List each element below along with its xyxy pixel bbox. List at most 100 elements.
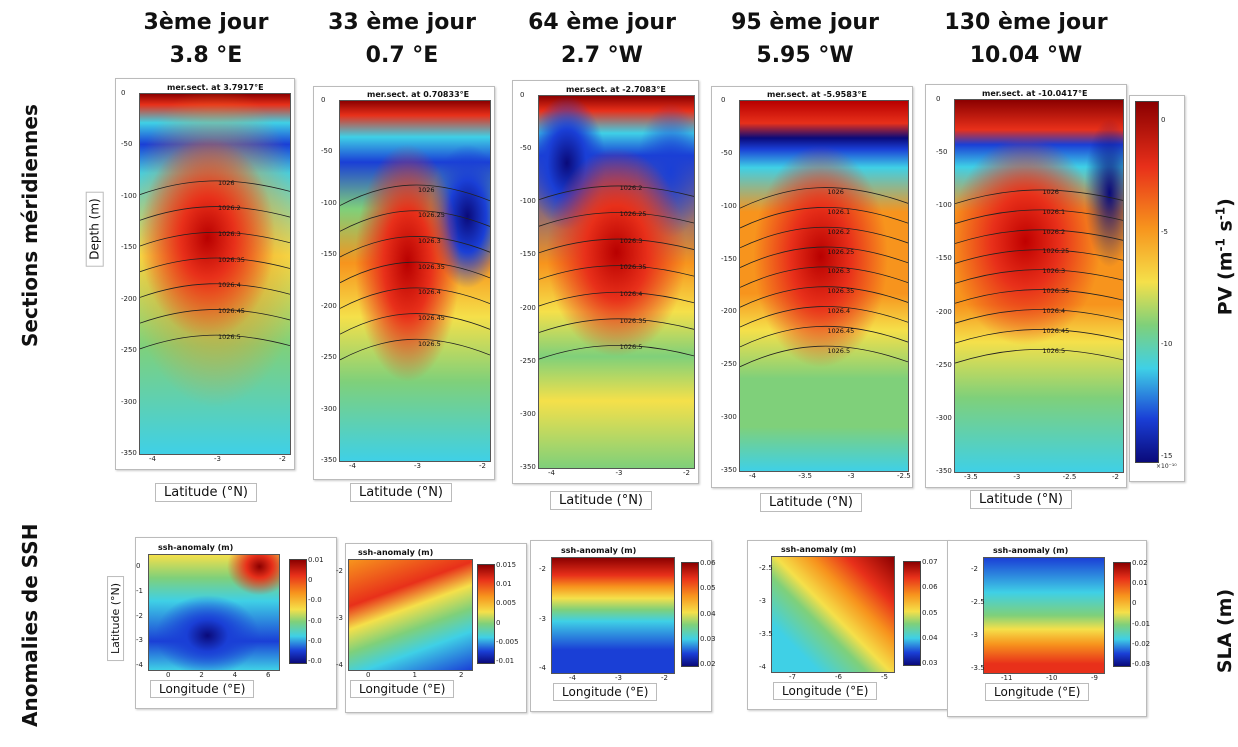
- isopycnal-label: 1026.45: [418, 314, 445, 323]
- longitude-axis-label: Longitude (°E): [985, 683, 1090, 701]
- depth-tick: -250: [121, 346, 137, 355]
- section-panel: 1026 1026.2 1026.3 1026.35 1026.4 1026.45 1026…: [115, 78, 295, 470]
- isopycnal-line: [955, 269, 1123, 284]
- section-title: mer.sect. at -5.9583°E: [767, 90, 867, 99]
- ssh-colorbar-tick: 0.01: [308, 556, 324, 564]
- isopycnal-line: [740, 226, 908, 249]
- depth-tick: -250: [321, 353, 337, 362]
- depth-tick: -150: [121, 243, 137, 252]
- pv-colorbar: [1135, 101, 1159, 463]
- isopycnal-line: [539, 238, 694, 254]
- depth-tick: -100: [520, 197, 536, 206]
- isopycnal-contours: [140, 180, 290, 350]
- header-col4: 95 ème jour 5.95 °W: [705, 6, 905, 72]
- depth-tick: -200: [121, 294, 137, 303]
- isopycnal-label: 1026.35: [619, 316, 647, 325]
- isopycnal-label: 1026.3: [418, 237, 441, 245]
- latitude-tick: -4: [149, 455, 156, 463]
- ssh-lon-tick: 2: [459, 671, 464, 679]
- ssh-panel: ssh-anomaly (m) 0.07 0.06 0.05 0.04 0.03 -2.5 -…: [747, 540, 949, 710]
- isopycnal-contours: [955, 189, 1123, 364]
- latitude-tick: -2: [279, 455, 286, 463]
- latitude-tick: -3: [214, 455, 221, 463]
- ssh-colorbar-tick: 0.005: [496, 599, 517, 608]
- ssh-title: ssh-anomaly (m): [561, 546, 637, 555]
- isopycnal-line: [539, 212, 694, 227]
- ssh-panel: ssh-anomaly (m) 0.015 0.01 0.005 0 -0.005 -0.0…: [336, 543, 527, 713]
- ssh-lat-tick: -2: [136, 611, 143, 620]
- section-heatmap: 1026 1026.2 1026.3 1026.35 1026.4 1026.45 1026…: [139, 93, 291, 455]
- header-col3: 64 ème jour 2.7 °W: [502, 6, 702, 72]
- ssh-lon-tick: -4: [569, 674, 576, 682]
- isopycnal-line: [955, 329, 1123, 344]
- ssh-lon-tick: -11: [1001, 674, 1013, 682]
- ssh-lon-tick: 4: [232, 671, 238, 679]
- isopycnal-line: [539, 185, 694, 201]
- ssh-lat-tick: -4: [336, 661, 343, 669]
- ssh-lat-tick: -4: [539, 664, 546, 672]
- isopycnal-label: 1026.5: [619, 343, 643, 352]
- pv-tick-1: -5: [1161, 228, 1168, 236]
- ssh-colorbar-tick: 0.05: [700, 584, 716, 593]
- ssh-colorbar-tick: 0.07: [922, 558, 938, 566]
- ssh-lon-tick: 2: [199, 671, 204, 679]
- header-col5: 130 ème jour 10.04 °W: [926, 6, 1126, 72]
- ssh-title: ssh-anomaly (m): [781, 545, 857, 554]
- header-lon: 10.04 °W: [969, 43, 1083, 68]
- pv-exponent: ×10⁻¹⁰: [1156, 463, 1177, 470]
- ssh-colorbar-tick: 0.04: [922, 633, 938, 642]
- latitude-tick: -2: [683, 469, 690, 477]
- latitude-tick: -2.5: [1062, 473, 1077, 481]
- row-label-sections: Sections méridiennes: [18, 104, 42, 347]
- ssh-colorbar-tick: 0.02: [700, 660, 716, 668]
- row-label-ssh: Anomalies de SSH: [18, 523, 42, 727]
- latitude-tick: -2: [1112, 473, 1119, 481]
- isopycnal-line: [740, 266, 908, 288]
- depth-axis-label: Depth (m): [85, 191, 104, 267]
- isopycnal-label: 1026.25: [1042, 247, 1070, 256]
- isopycnal-line: [740, 345, 908, 368]
- section-panel: 1026.2 1026.25 1026.3 1026.35 1026.4 1026.35 1…: [512, 80, 699, 484]
- header-lon: 2.7 °W: [561, 43, 643, 68]
- depth-tick: 0: [936, 95, 941, 103]
- isopycnal-label: 1026.5: [418, 339, 441, 348]
- depth-tick: 0: [121, 89, 126, 97]
- ssh-colorbar: [903, 561, 921, 666]
- isopycnal-line: [955, 189, 1123, 205]
- latitude-tick: -4: [548, 469, 555, 477]
- isopycnal-line: [539, 344, 694, 360]
- sla-unit-label: SLA (m): [1214, 588, 1236, 674]
- depth-tick: -250: [721, 360, 737, 369]
- latitude-tick: -2: [479, 462, 486, 470]
- isopycnal-contours: [340, 184, 490, 361]
- ssh-colorbar-tick: 0.015: [496, 561, 517, 569]
- isopycnal-line: [955, 309, 1123, 324]
- latitude-tick: -2.5: [897, 472, 911, 480]
- ssh-lat-tick: -3.5: [759, 630, 773, 638]
- depth-tick: -350: [721, 466, 737, 474]
- ssh-colorbar: [681, 562, 699, 667]
- latitude-tick: -3: [847, 472, 855, 480]
- ssh-title: ssh-anomaly (m): [358, 548, 434, 557]
- isopycnal-label: 1026.2: [1042, 227, 1066, 236]
- ssh-lat-tick: -4: [136, 661, 143, 669]
- isopycnal-line: [340, 236, 490, 258]
- header-lon: 0.7 °E: [365, 43, 439, 68]
- latitude-axis-label: Latitude (°N): [350, 483, 453, 502]
- isopycnal-label: 1026.4: [418, 288, 441, 297]
- section-heatmap: 1026 1026.1 1026.2 1026.25 1026.3 1026.35 1026…: [739, 100, 909, 472]
- ssh-colorbar-tick: 0: [496, 618, 501, 627]
- depth-tick: -150: [520, 250, 536, 259]
- isopycnal-line: [140, 206, 290, 221]
- ssh-colorbar-tick: 0.03: [922, 659, 938, 667]
- pv-unit-sup1: -1: [1213, 238, 1228, 252]
- isopycnal-label: 1026.35: [1042, 287, 1070, 296]
- ssh-colorbar-tick: 0.02: [1132, 559, 1148, 567]
- ssh-colorbar-tick: -0.005: [496, 637, 519, 646]
- pv-tick-3: -15: [1161, 452, 1173, 460]
- isopycnal-label: 1026.3: [218, 230, 241, 238]
- isopycnal-line: [740, 246, 908, 268]
- depth-tick: -200: [520, 303, 536, 312]
- isopycnal-line: [955, 348, 1123, 364]
- ssh-colorbar-tick: 0.06: [922, 583, 938, 592]
